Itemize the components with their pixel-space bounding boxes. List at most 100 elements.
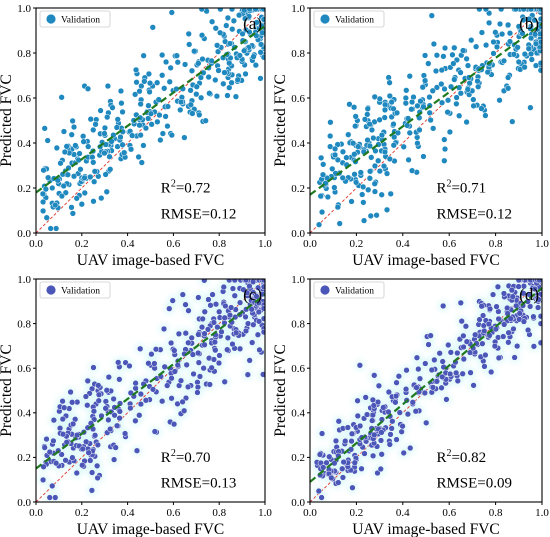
data-point bbox=[171, 347, 178, 354]
data-point bbox=[241, 47, 248, 54]
data-point bbox=[102, 398, 109, 405]
data-point bbox=[451, 44, 458, 51]
data-point bbox=[444, 97, 452, 104]
data-point bbox=[537, 320, 542, 327]
data-point bbox=[371, 188, 379, 195]
data-point bbox=[174, 59, 181, 66]
data-point bbox=[103, 387, 110, 394]
data-point bbox=[169, 297, 176, 304]
x-tick-label: 0.0 bbox=[303, 507, 317, 519]
data-point bbox=[105, 416, 112, 424]
data-point bbox=[385, 408, 392, 416]
data-point bbox=[365, 186, 372, 193]
data-point bbox=[393, 436, 400, 443]
legend-marker bbox=[46, 14, 56, 24]
data-point bbox=[463, 55, 470, 62]
data-point bbox=[195, 359, 202, 366]
data-point bbox=[132, 91, 139, 98]
rmse-text: RMSE=0.12 bbox=[436, 206, 512, 222]
data-point bbox=[344, 424, 351, 431]
panel-label: (c) bbox=[243, 285, 262, 304]
data-point bbox=[241, 15, 249, 22]
data-point bbox=[205, 296, 212, 303]
data-point bbox=[460, 343, 467, 351]
data-point bbox=[110, 395, 117, 403]
data-point bbox=[375, 157, 382, 164]
data-point bbox=[476, 316, 483, 323]
data-point bbox=[61, 404, 68, 411]
data-point bbox=[254, 331, 262, 338]
data-point bbox=[164, 122, 171, 130]
data-point bbox=[52, 494, 59, 501]
data-point bbox=[463, 118, 470, 126]
data-point bbox=[324, 193, 332, 201]
data-point bbox=[190, 370, 197, 378]
panel-label: (b) bbox=[519, 14, 539, 33]
data-point bbox=[530, 313, 537, 320]
data-point bbox=[58, 192, 66, 200]
data-point bbox=[166, 305, 173, 312]
data-point bbox=[392, 392, 400, 400]
data-point bbox=[336, 220, 343, 227]
data-point bbox=[39, 198, 47, 206]
data-point bbox=[431, 356, 438, 364]
data-point bbox=[492, 29, 499, 36]
data-point bbox=[236, 52, 243, 59]
data-point bbox=[168, 9, 175, 16]
data-point bbox=[376, 116, 383, 123]
data-point bbox=[185, 307, 192, 314]
data-point bbox=[429, 87, 436, 94]
data-point bbox=[166, 78, 173, 85]
data-point bbox=[246, 8, 253, 13]
data-point bbox=[84, 402, 91, 409]
data-point bbox=[398, 428, 405, 435]
data-point bbox=[342, 437, 349, 445]
data-point bbox=[152, 346, 160, 353]
data-point bbox=[84, 377, 91, 385]
data-point bbox=[400, 143, 407, 150]
x-tick-label: 0.2 bbox=[75, 507, 89, 519]
data-point bbox=[59, 398, 66, 405]
data-point bbox=[159, 130, 167, 137]
x-tick-label: 0.0 bbox=[303, 238, 317, 250]
data-point bbox=[326, 453, 333, 460]
scatter-panel: 0.0 0.2 0.4 0.6 0.8 1.0 0.0 0.2 0.4 0.6 0.8 1.0 UAV … bbox=[272, 274, 549, 537]
data-point bbox=[373, 212, 380, 219]
data-point bbox=[195, 60, 202, 67]
data-point bbox=[90, 159, 97, 166]
data-point bbox=[102, 405, 109, 412]
data-point bbox=[329, 165, 336, 173]
data-point bbox=[107, 425, 114, 433]
data-point bbox=[39, 476, 47, 484]
data-point bbox=[146, 88, 153, 96]
data-point bbox=[433, 52, 441, 59]
data-point bbox=[335, 479, 342, 486]
data-point bbox=[350, 140, 357, 147]
legend-marker bbox=[320, 285, 330, 295]
data-point bbox=[501, 321, 508, 328]
data-point bbox=[440, 53, 447, 60]
data-point bbox=[438, 384, 445, 391]
data-point bbox=[320, 161, 327, 168]
data-point bbox=[199, 315, 206, 323]
x-axis-title: UAV image-based FVC bbox=[352, 252, 500, 269]
data-point bbox=[516, 310, 523, 317]
data-point bbox=[212, 301, 220, 308]
data-point bbox=[449, 51, 456, 58]
data-point bbox=[39, 190, 47, 198]
data-point bbox=[193, 91, 200, 98]
data-point bbox=[409, 399, 416, 406]
data-point bbox=[84, 85, 92, 92]
data-point bbox=[339, 465, 346, 472]
data-point bbox=[430, 125, 437, 132]
data-point bbox=[195, 331, 202, 338]
data-point bbox=[226, 40, 234, 47]
data-point bbox=[252, 62, 259, 69]
data-point bbox=[137, 345, 144, 352]
data-point bbox=[374, 398, 382, 406]
data-point bbox=[136, 412, 143, 419]
data-point bbox=[106, 153, 113, 160]
data-point bbox=[137, 100, 144, 108]
data-point bbox=[257, 49, 264, 56]
data-point bbox=[496, 97, 503, 104]
